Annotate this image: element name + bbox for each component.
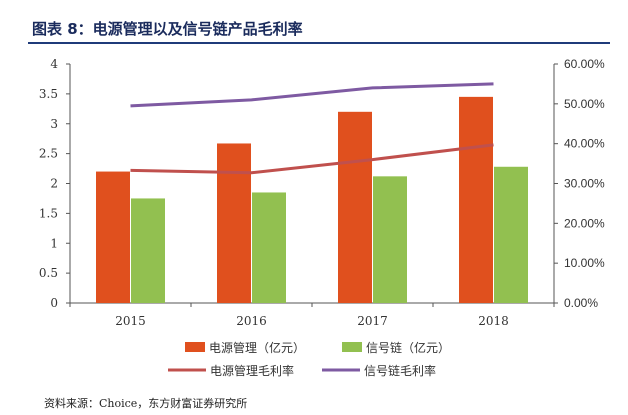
bar-power — [96, 171, 130, 303]
left-tick-label: 0 — [50, 296, 58, 310]
chart-title: 图表 8：电源管理以及信号链产品毛利率 — [32, 20, 303, 38]
left-tick-label: 1.5 — [39, 206, 58, 220]
legend-label: 信号链（亿元） — [366, 340, 450, 355]
legend-swatch — [185, 342, 205, 352]
left-tick-label: 2.5 — [39, 147, 58, 161]
right-tick-label: 60.00% — [564, 57, 605, 71]
bar-signal — [373, 176, 407, 303]
bar-signal — [494, 166, 528, 303]
bar-power — [217, 143, 251, 303]
left-tick-label: 4 — [50, 57, 58, 71]
title-bar: 图表 8：电源管理以及信号链产品毛利率 — [28, 12, 610, 44]
x-tick-label: 2016 — [236, 314, 267, 328]
source-note: 资料来源：Choice，东方财富证券研究所 — [44, 397, 248, 410]
bar-power — [459, 96, 493, 303]
bar-signal — [252, 192, 286, 303]
bar-power — [338, 111, 372, 303]
right-tick-label: 40.00% — [564, 137, 605, 151]
legend-swatch — [342, 342, 362, 352]
right-tick-label: 10.00% — [564, 256, 605, 270]
x-tick-label: 2018 — [478, 314, 509, 328]
left-tick-label: 2 — [50, 177, 58, 191]
line-signal-margin — [130, 82, 494, 108]
right-tick-label: 30.00% — [564, 177, 605, 191]
right-tick-label: 20.00% — [564, 216, 605, 230]
legend-label: 电源管理毛利率 — [210, 363, 294, 378]
left-tick-label: 3.5 — [39, 87, 58, 101]
legend-label: 电源管理（亿元） — [209, 340, 305, 355]
x-tick-label: 2017 — [357, 314, 388, 328]
right-tick-label: 50.00% — [564, 97, 605, 111]
left-tick-label: 3 — [50, 117, 58, 131]
left-tick-label: 1 — [50, 236, 58, 250]
x-tick-label: 2015 — [115, 314, 146, 328]
left-tick-label: 0.5 — [39, 266, 58, 280]
bar-signal — [131, 198, 165, 303]
legend-label: 信号链毛利率 — [364, 363, 436, 378]
right-tick-label: 0.00% — [564, 296, 598, 310]
line-power-margin — [130, 143, 494, 175]
